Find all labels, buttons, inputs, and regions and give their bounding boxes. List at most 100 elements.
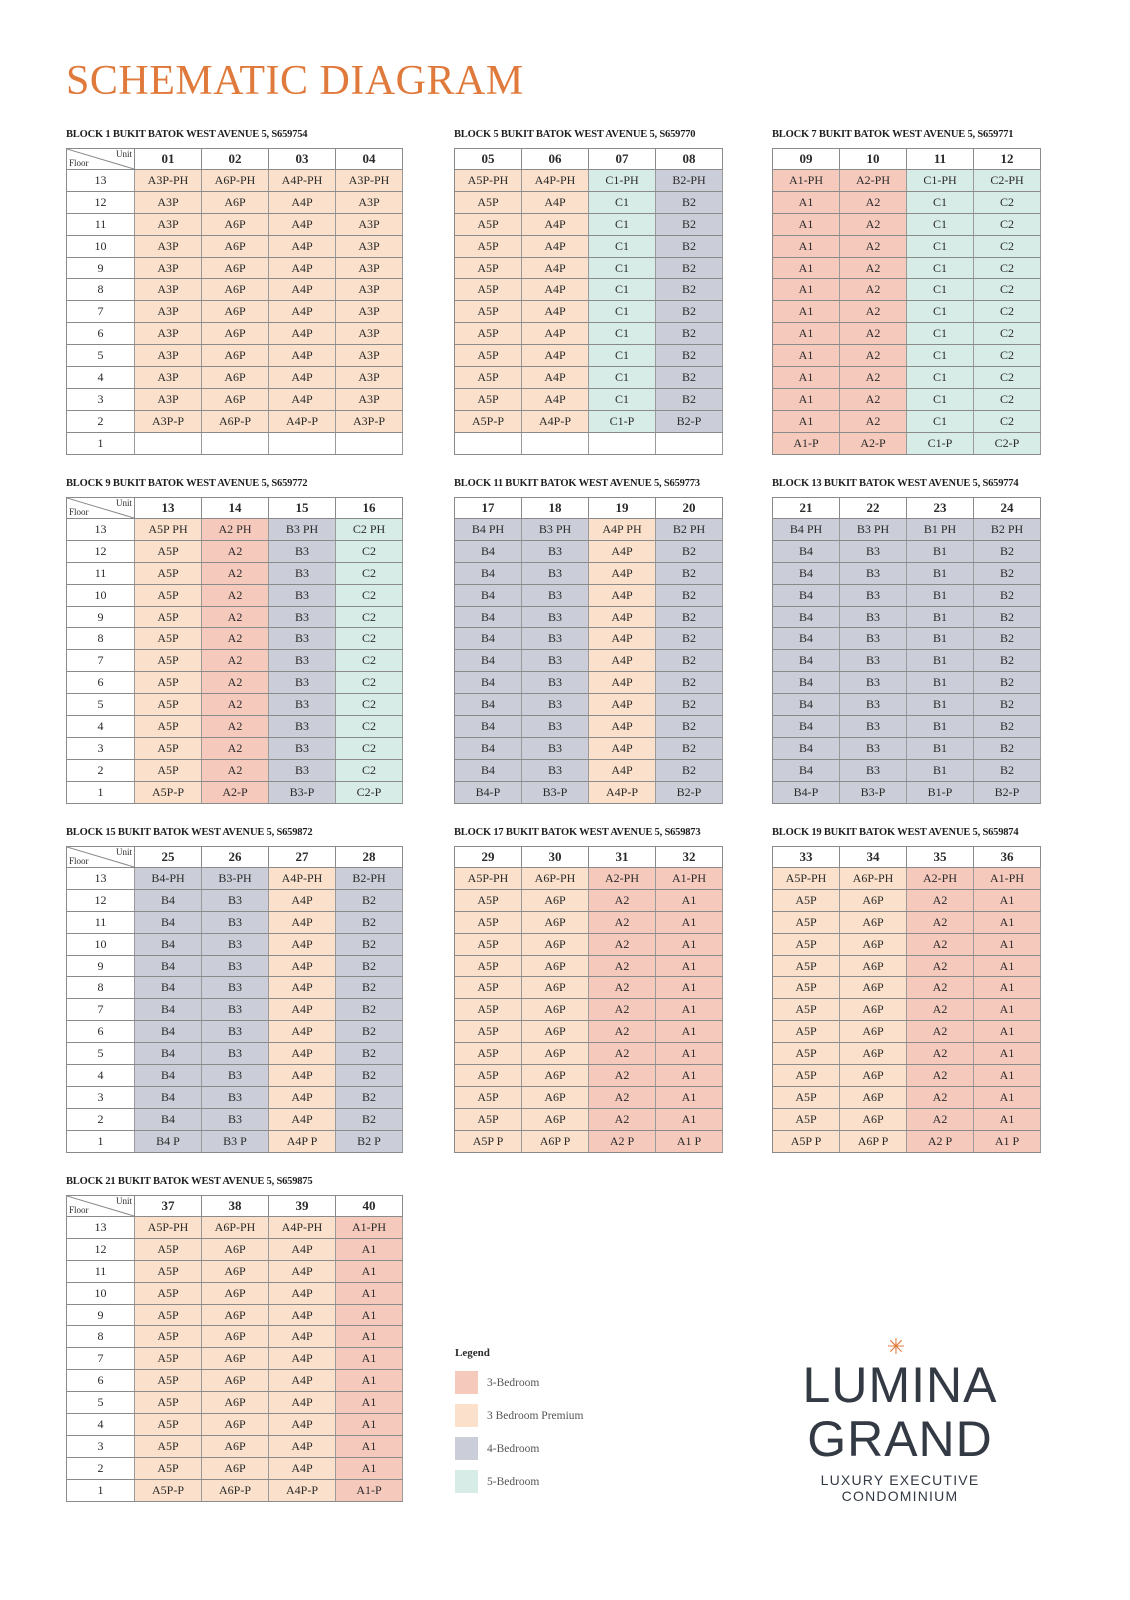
header-row: Unit Floor 01 02 03 04 (66, 148, 403, 170)
unit-number: 24 (973, 497, 1041, 519)
sunburst-icon: ✳ (886, 1335, 906, 1360)
unit-type-cell: A4P (588, 562, 656, 585)
floor-row: B4 B3 B1 B2 (772, 562, 1041, 585)
legend-item: 4-Bedroom (455, 1437, 583, 1460)
unit-type-cell: A6P (201, 1413, 269, 1436)
unit-type-cell: C2 (335, 584, 403, 607)
unit-type-cell: A2-PH (588, 867, 656, 890)
unit-type-cell: B4-P (772, 781, 840, 804)
unit-type-cell: C1 (906, 410, 974, 433)
unit-type-cell: A1 (655, 998, 723, 1022)
floor-row: A5P A4P C1 B2 (454, 235, 723, 258)
unit-type-cell: A2 (588, 1064, 656, 1087)
unit-type-cell: B4 (134, 889, 202, 912)
unit-type-cell: A2 (839, 235, 907, 258)
unit-type-cell: A5P (454, 235, 522, 258)
unit-type-cell: B1 (906, 606, 974, 629)
unit-type-cell: A6P (839, 1064, 907, 1087)
unit-type-cell: A5P (134, 1238, 202, 1261)
unit-type-cell: A1-P (335, 1479, 403, 1502)
block-caption: BLOCK 15 BUKIT BATOK WEST AVENUE 5, S659… (66, 827, 313, 838)
unit-type-cell: B3 (839, 540, 907, 563)
unit-type-cell: B1 (906, 737, 974, 760)
unit-type-cell: B4 (454, 693, 522, 717)
unit-type-cell: A1 (973, 933, 1041, 956)
unit-type-cell: B4 (454, 671, 522, 695)
unit-type-cell: C2 (973, 191, 1041, 214)
unit-type-cell: A3P (335, 366, 403, 389)
unit-type-cell: A4P (588, 693, 656, 717)
unit-type-cell: A2 (201, 759, 269, 782)
unit-type-cell: C1-PH (588, 169, 656, 192)
unit-type-cell: B2-P (973, 781, 1041, 804)
unit-type-cell: A1 (973, 1042, 1041, 1066)
unit-type-cell: C1 (906, 344, 974, 368)
unit-type-cell: B3 (839, 671, 907, 695)
unit-type-cell: A4P (268, 1457, 336, 1480)
unit-type-cell: A3P (134, 344, 202, 368)
unit-type-cell: B2 (335, 955, 403, 978)
floor-row: A1-PH A2-PH C1-PH C2-PH (772, 169, 1041, 192)
unit-type-cell: B4 (772, 693, 840, 717)
unit-type-cell: A3P (335, 300, 403, 324)
floor-row: A5P A6P A2 A1 (454, 1042, 723, 1066)
unit-type-cell: A4P (268, 976, 336, 1000)
floor-number: 4 (66, 1413, 135, 1436)
floor-row: 8 B4 B3 A4P B2 (66, 976, 403, 1000)
floor-number: 6 (66, 671, 135, 695)
floor-row: 2 B4 B3 A4P B2 (66, 1108, 403, 1131)
unit-type-cell: A1 (335, 1457, 403, 1480)
unit-type-cell: A5P (134, 737, 202, 760)
unit-type-cell: A1 (335, 1304, 403, 1327)
unit-type-cell: A5P (454, 933, 522, 956)
unit-type-cell: A4P (268, 933, 336, 956)
logo-line-2: GRAND (807, 1411, 993, 1467)
unit-type-cell: A5P (454, 1086, 522, 1109)
unit-type-cell: A1 (772, 257, 840, 280)
unit-type-cell: A1 P (973, 1130, 1041, 1153)
floor-number: 6 (66, 322, 135, 346)
unit-type-cell: B3 (521, 584, 589, 607)
unit-type-cell: B4 (454, 649, 522, 673)
unit-type-cell: B4 (454, 715, 522, 738)
unit-type-cell: A6P (201, 278, 269, 302)
unit-type-cell: A1 (973, 1108, 1041, 1131)
floor-number: 4 (66, 715, 135, 738)
unit-type-cell: C2 (973, 235, 1041, 258)
legend-items: 3-Bedroom 3 Bedroom Premium 4-Bedroom 5-Bed… (455, 1371, 583, 1493)
floor-row: 3 A5P A6P A4P A1 (66, 1435, 403, 1458)
unit-type-cell: A1 (655, 911, 723, 934)
unit-type-cell: A5P (772, 889, 840, 912)
unit-type-cell: B1-P (906, 781, 974, 804)
floor-row: 5 A5P A6P A4P A1 (66, 1391, 403, 1415)
unit-type-cell: A5P (134, 1347, 202, 1371)
unit-type-cell: A4P-P (521, 410, 589, 433)
unit-floor-corner: Unit Floor (66, 497, 135, 519)
unit-type-cell: C2 (335, 715, 403, 738)
unit-type-cell: A1 (335, 1391, 403, 1415)
floor-number: 13 (66, 169, 135, 192)
unit-number: 05 (454, 148, 522, 170)
unit-type-cell: C1 (906, 257, 974, 280)
floor-row: 9 A3P A6P A4P A3P (66, 257, 403, 280)
unit-type-cell: A2 (201, 540, 269, 563)
header-row: 05 06 07 08 (454, 148, 723, 170)
unit-type-cell: A1-PH (973, 867, 1041, 890)
unit-type-cell: B4 (772, 606, 840, 629)
unit-type-cell: A5P P (454, 1130, 522, 1153)
floor-number: 5 (66, 693, 135, 717)
unit-type-cell: B3 (839, 627, 907, 651)
floor-row: 12 A3P A6P A4P A3P (66, 191, 403, 214)
unit-type-cell: B4 (134, 1086, 202, 1109)
unit-type-cell: B4 (134, 911, 202, 934)
floor-row: 10 A3P A6P A4P A3P (66, 235, 403, 258)
unit-type-cell: A5P (454, 257, 522, 280)
unit-type-cell: B3 (268, 606, 336, 629)
unit-type-cell: A5P (772, 998, 840, 1022)
unit-type-cell: A3P (134, 213, 202, 236)
unit-type-cell: A2 (201, 627, 269, 651)
unit-type-cell: A2 (906, 1064, 974, 1087)
floor-row: 11 B4 B3 A4P B2 (66, 911, 403, 934)
diagonal-divider (67, 498, 134, 518)
floor-number: 12 (66, 1238, 135, 1261)
